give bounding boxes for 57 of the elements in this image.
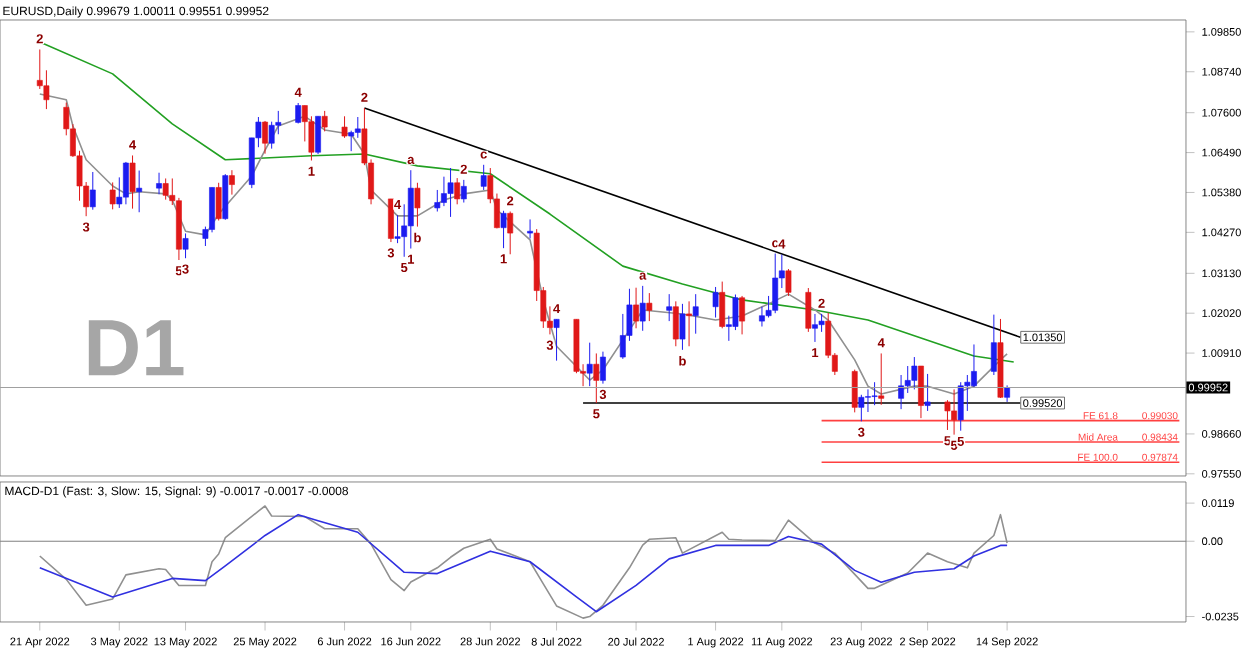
candlestick [593, 352, 600, 404]
candlestick [222, 173, 229, 221]
candlestick [507, 211, 514, 255]
candlestick [878, 352, 885, 406]
candlestick [229, 169, 235, 196]
candlestick [136, 170, 143, 213]
candlestick [123, 161, 129, 205]
candlestick [447, 167, 454, 218]
candlestick [957, 381, 964, 432]
candlestick [633, 287, 639, 329]
candlestick [500, 210, 507, 249]
candlestick [315, 115, 321, 155]
candlestick [692, 293, 699, 335]
candlestick [719, 281, 726, 329]
candlestick [129, 154, 136, 210]
candlestick [460, 179, 467, 204]
candlestick [586, 342, 593, 387]
candlestick [865, 388, 871, 413]
candlestick [553, 318, 560, 362]
candlestick [858, 394, 865, 422]
candlestick [414, 182, 421, 228]
candlestick [785, 268, 792, 297]
candlestick [646, 292, 653, 322]
candlestick [871, 381, 878, 406]
candlestick [666, 293, 673, 322]
candlestick [480, 164, 487, 191]
candlestick [924, 373, 931, 412]
candlestick [911, 356, 918, 390]
candlestick [951, 388, 957, 436]
candlestick [407, 169, 414, 250]
candlestick [89, 171, 96, 211]
candlestick [215, 182, 222, 221]
candlestick [527, 218, 533, 239]
candlestick [672, 300, 679, 347]
candlestick [739, 295, 745, 335]
candlestick [772, 253, 779, 314]
candlestick [341, 115, 348, 139]
candlestick [805, 287, 812, 333]
candlestick [679, 303, 686, 351]
candlestick [600, 351, 606, 385]
candlestick [156, 172, 162, 195]
candlestick [109, 181, 116, 210]
candlestick [898, 374, 904, 410]
candlestick [851, 369, 858, 413]
candlestick [454, 177, 461, 205]
candlestick [686, 300, 692, 347]
candlestick [388, 198, 394, 243]
candlestick [712, 286, 719, 319]
candlestick [918, 365, 924, 419]
candlestick [639, 285, 646, 332]
candlestick [812, 313, 818, 343]
annotation: D1 [88, 320, 184, 376]
candlestick [321, 110, 328, 132]
candlestick [162, 177, 169, 201]
candlestick [182, 232, 189, 259]
candlestick [262, 120, 268, 155]
candlestick [990, 314, 997, 376]
